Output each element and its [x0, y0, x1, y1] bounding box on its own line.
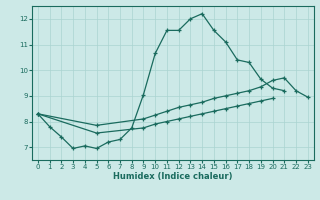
- X-axis label: Humidex (Indice chaleur): Humidex (Indice chaleur): [113, 172, 233, 181]
